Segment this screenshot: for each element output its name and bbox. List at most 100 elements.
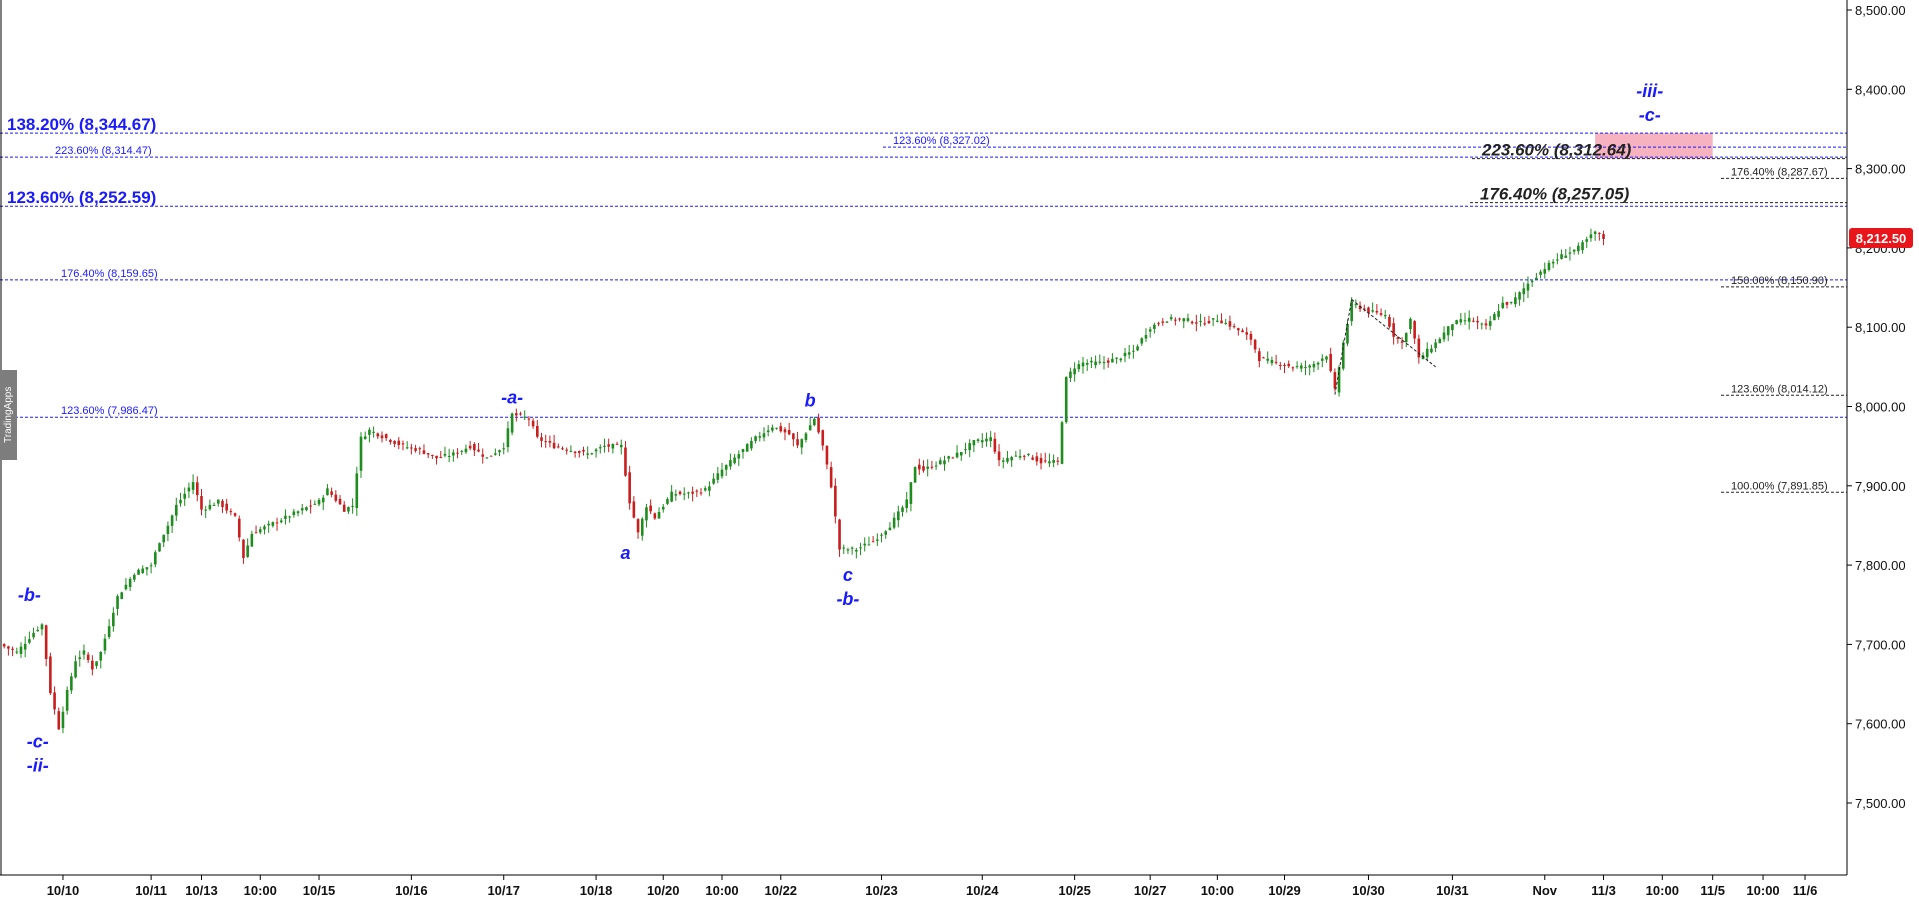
x-tick-label: 10/20 bbox=[647, 883, 680, 898]
candle-body bbox=[498, 450, 501, 453]
candle-body bbox=[959, 452, 963, 456]
candle-body bbox=[1509, 301, 1513, 303]
candle-body bbox=[447, 455, 451, 457]
candle-body bbox=[506, 428, 510, 448]
candle-body bbox=[825, 445, 829, 465]
candle-body bbox=[1228, 321, 1232, 327]
candle-body bbox=[1266, 358, 1270, 361]
candle-body bbox=[1119, 358, 1123, 361]
x-tick-label: 10/30 bbox=[1352, 883, 1385, 898]
candle-body bbox=[158, 543, 161, 552]
candle-body bbox=[435, 455, 438, 459]
candle-body bbox=[1287, 363, 1291, 367]
candle-body bbox=[1551, 261, 1555, 264]
candle-body bbox=[1270, 359, 1274, 364]
wave-label: -c- bbox=[1639, 105, 1661, 125]
candle-body bbox=[1199, 321, 1202, 323]
candle-body bbox=[1564, 255, 1568, 258]
candle-body bbox=[376, 433, 380, 437]
candle-body bbox=[729, 460, 732, 467]
candle-body bbox=[1094, 361, 1097, 366]
fib-label: 123.60% (7,986.47) bbox=[61, 405, 158, 417]
candle-body bbox=[1312, 363, 1316, 368]
candle-body bbox=[1169, 317, 1173, 320]
candle-body bbox=[1077, 364, 1081, 370]
x-tick-label: 10/22 bbox=[765, 883, 798, 898]
candle-body bbox=[1556, 259, 1559, 261]
candle-body bbox=[103, 638, 107, 651]
candle-body bbox=[1195, 322, 1198, 324]
candle-body bbox=[149, 565, 153, 567]
candle-body bbox=[565, 449, 568, 451]
candle-body bbox=[40, 624, 44, 630]
candle-body bbox=[804, 433, 808, 440]
candle-body bbox=[859, 547, 862, 549]
candle-body bbox=[699, 492, 703, 494]
fib-label: 100.00% (7,891.85) bbox=[1731, 480, 1828, 492]
candle-body bbox=[1190, 321, 1194, 324]
x-tick-label: 10:00 bbox=[705, 883, 738, 898]
candle-body bbox=[1585, 239, 1589, 242]
candle-body bbox=[418, 448, 422, 450]
candle-body bbox=[11, 648, 14, 650]
candle-body bbox=[762, 433, 766, 438]
candle-body bbox=[397, 440, 401, 446]
candle-body bbox=[53, 692, 56, 710]
candle-body bbox=[1178, 318, 1181, 320]
candle-body bbox=[1497, 310, 1500, 317]
wave-label: a bbox=[620, 543, 630, 563]
candle-body bbox=[179, 499, 182, 504]
candle-body bbox=[1123, 352, 1127, 357]
candle-body bbox=[263, 526, 266, 530]
candle-body bbox=[645, 507, 648, 521]
candle-body bbox=[993, 438, 997, 452]
candle-body bbox=[1400, 341, 1404, 343]
candle-body bbox=[653, 513, 657, 519]
candle-body bbox=[1048, 461, 1051, 464]
candle-body bbox=[838, 519, 841, 550]
candle-body bbox=[233, 513, 237, 516]
candle-body bbox=[1132, 350, 1135, 352]
candle-body bbox=[913, 467, 917, 483]
watermark-tab[interactable]: TradingApps bbox=[0, 370, 17, 460]
candle-body bbox=[1530, 280, 1534, 283]
candle-body bbox=[1467, 317, 1471, 322]
candle-body bbox=[951, 457, 955, 459]
candle-body bbox=[28, 639, 31, 643]
connectors-layer bbox=[1334, 299, 1436, 395]
candle-body bbox=[477, 449, 480, 452]
candle-body bbox=[86, 654, 90, 661]
candle-body bbox=[1371, 310, 1374, 312]
candle-body bbox=[330, 491, 333, 495]
candle-body bbox=[632, 501, 636, 518]
candle-body bbox=[1568, 252, 1572, 254]
candle-body bbox=[800, 439, 804, 448]
candle-body bbox=[850, 547, 854, 549]
candle-body bbox=[1484, 323, 1488, 326]
candle-body bbox=[208, 504, 212, 510]
candle-body bbox=[296, 511, 300, 514]
candle-body bbox=[1304, 367, 1307, 369]
candle-body bbox=[162, 534, 166, 543]
candle-body bbox=[1434, 342, 1437, 349]
candle-body bbox=[1379, 313, 1383, 315]
candle-body bbox=[1593, 231, 1597, 234]
x-tick-label: 10/27 bbox=[1134, 883, 1167, 898]
candle-body bbox=[846, 549, 850, 551]
x-tick-label: 10/23 bbox=[865, 883, 898, 898]
candle-body bbox=[23, 643, 27, 650]
candle-body bbox=[1098, 361, 1102, 363]
candle-body bbox=[1455, 320, 1458, 325]
x-tick-label: 10:00 bbox=[1201, 883, 1234, 898]
candle-body bbox=[897, 511, 900, 521]
candle-body bbox=[640, 518, 644, 536]
candle-body bbox=[884, 531, 888, 535]
candle-body bbox=[829, 467, 833, 488]
candle-body bbox=[1052, 460, 1055, 463]
wave-label: b bbox=[805, 391, 816, 411]
candle-body bbox=[813, 418, 816, 426]
candle-body bbox=[405, 447, 409, 449]
candle-body bbox=[1140, 338, 1144, 344]
